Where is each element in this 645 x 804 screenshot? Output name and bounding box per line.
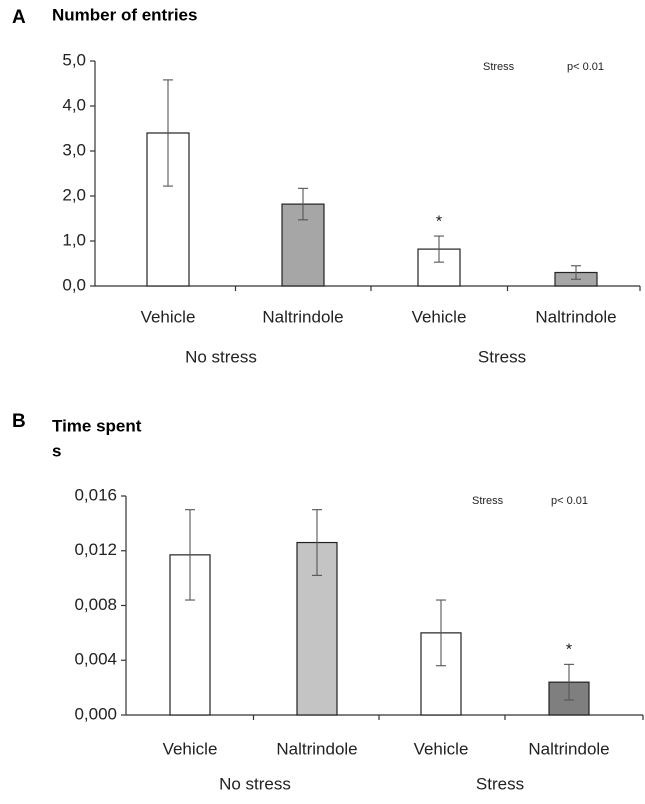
category-label: Naltrindole [528, 739, 609, 758]
y-tick-label: 0,0 [62, 275, 86, 294]
y-tick-label: 0,008 [74, 595, 117, 614]
group-label: Stress [478, 347, 526, 366]
category-label: Vehicle [414, 739, 469, 758]
y-tick-label: 0,012 [74, 540, 117, 559]
stats-p-value: p< 0.01 [551, 495, 588, 507]
chart-panel-b: B Time spent s 0,000 0,004 0,008 0,012 0,016 Veh… [12, 411, 644, 793]
group-label: No stress [219, 774, 291, 793]
category-label: Naltrindole [535, 307, 616, 326]
group-label: No stress [185, 347, 257, 366]
category-label: Vehicle [141, 307, 196, 326]
y-tick-label: 3,0 [62, 140, 86, 159]
y-tick-label: 2,0 [62, 185, 86, 204]
chart-title: Number of entries [52, 5, 197, 24]
stats-p-value: p< 0.01 [567, 61, 604, 73]
y-tick-label: 0,004 [74, 650, 117, 669]
y-tick-label: 1,0 [62, 230, 86, 249]
category-label: Naltrindole [262, 307, 343, 326]
significance-marker: * [436, 213, 442, 230]
group-label: Stress [476, 774, 524, 793]
category-label: Vehicle [163, 739, 218, 758]
y-tick-label: 0,000 [74, 704, 117, 723]
y-unit-label: s [52, 441, 61, 460]
category-label: Vehicle [412, 307, 467, 326]
y-tick-label: 4,0 [62, 95, 86, 114]
panel-letter: A [12, 7, 26, 28]
stats-factor: Stress [472, 495, 504, 507]
y-tick-label: 5,0 [62, 50, 86, 69]
category-label: Naltrindole [276, 739, 357, 758]
chart-title: Time spent [52, 416, 142, 435]
stats-factor: Stress [483, 61, 515, 73]
chart-panel-a: A Number of entries 0,0 1,0 2,0 3,0 4,0 5,0 Vehi… [12, 5, 641, 366]
significance-marker: * [566, 642, 572, 659]
y-tick-label: 0,016 [74, 485, 117, 504]
panel-letter: B [12, 411, 26, 432]
